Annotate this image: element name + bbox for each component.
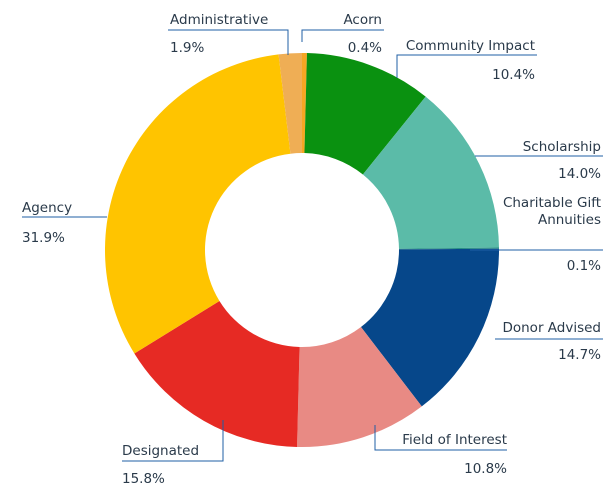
label-charitable-gift-annuities: Charitable Gift Annuities [503,195,601,228]
label-scholarship: Scholarship [523,139,601,155]
leader-line-acorn [301,29,384,42]
value-label-designated: 15.8% [122,471,165,484]
value-label-donor-advised: 14.7% [558,347,601,363]
leader-line-field-of-interest [374,425,507,451]
leader-line-administrative [168,29,289,55]
value-label-field-of-interest: 10.8% [464,461,507,477]
label-community-impact: Community Impact [406,38,535,54]
leader-line-designated [122,420,224,462]
label-donor-advised: Donor Advised [502,320,601,336]
value-label-community-impact: 10.4% [492,67,535,83]
slice-donor-advised [360,248,500,407]
slice-community-impact [304,53,426,175]
label-administrative: Administrative [170,12,268,28]
slice-charitable-gift-annuities [398,247,499,250]
labels-group: Acorn 0.4% Community Impact 10.4% Scholarshi… [22,12,601,484]
slice-designated [134,300,300,447]
leaders-group [22,29,603,462]
slice-scholarship [362,96,499,249]
label-agency: Agency [22,200,72,216]
value-label-administrative: 1.9% [170,40,204,56]
label-field-of-interest: Field of Interest [402,432,507,448]
label-designated: Designated [122,443,199,459]
value-label-charitable-gift-annuities: 0.1% [567,258,601,274]
slices-group [104,53,500,447]
leader-line-community-impact [396,54,537,78]
slice-field-of-interest [297,327,422,447]
value-label-agency: 31.9% [22,230,65,246]
slice-administrative [278,53,302,154]
value-label-acorn: 0.4% [348,40,382,56]
label-acorn: Acorn [343,12,382,28]
value-label-scholarship: 14.0% [558,166,601,182]
slice-acorn [302,53,307,154]
slice-agency [104,54,291,354]
